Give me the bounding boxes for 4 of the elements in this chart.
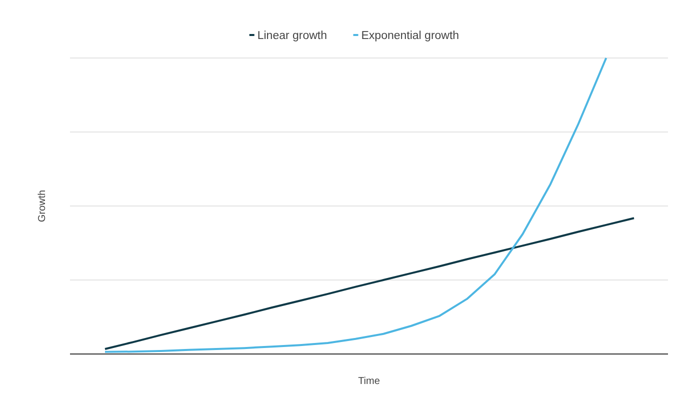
- x-axis-title: Time: [358, 376, 380, 387]
- legend-label: Exponential growth: [361, 30, 460, 42]
- legend-label: Linear growth: [257, 30, 328, 42]
- y-axis-title: Growth: [37, 190, 48, 222]
